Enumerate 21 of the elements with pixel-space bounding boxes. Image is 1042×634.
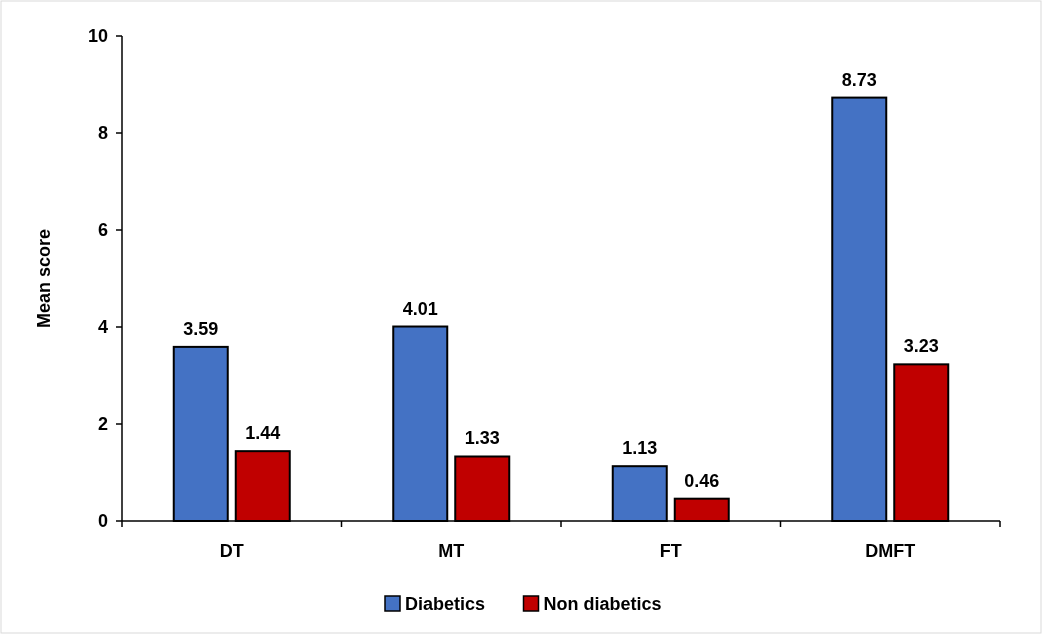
legend-label: Diabetics: [405, 594, 486, 615]
x-tick-label: DT: [219, 541, 244, 561]
data-label: 1.44: [245, 423, 281, 444]
x-tick-label: DMFT: [865, 541, 916, 561]
y-tick-label: 2: [97, 414, 108, 435]
y-tick-label: 0: [97, 511, 108, 532]
data-label: 3.23: [903, 336, 939, 357]
data-label: 0.46: [684, 470, 720, 491]
y-tick-label: 4: [97, 317, 108, 338]
x-tick-label: MT: [438, 541, 465, 561]
data-label: 1.33: [464, 428, 500, 449]
y-tick-label: 6: [97, 220, 108, 241]
data-label: 1.13: [622, 438, 658, 459]
y-tick-label: 8: [97, 123, 108, 144]
y-tick-label: 10: [87, 26, 108, 47]
data-label: 8.73: [841, 69, 877, 90]
data-label: 3.59: [183, 318, 219, 339]
data-label: 4.01: [402, 298, 438, 319]
y-axis-title: Mean score: [34, 228, 54, 329]
x-tick-label: FT: [659, 541, 682, 561]
legend-label: Non diabetics: [543, 594, 662, 615]
